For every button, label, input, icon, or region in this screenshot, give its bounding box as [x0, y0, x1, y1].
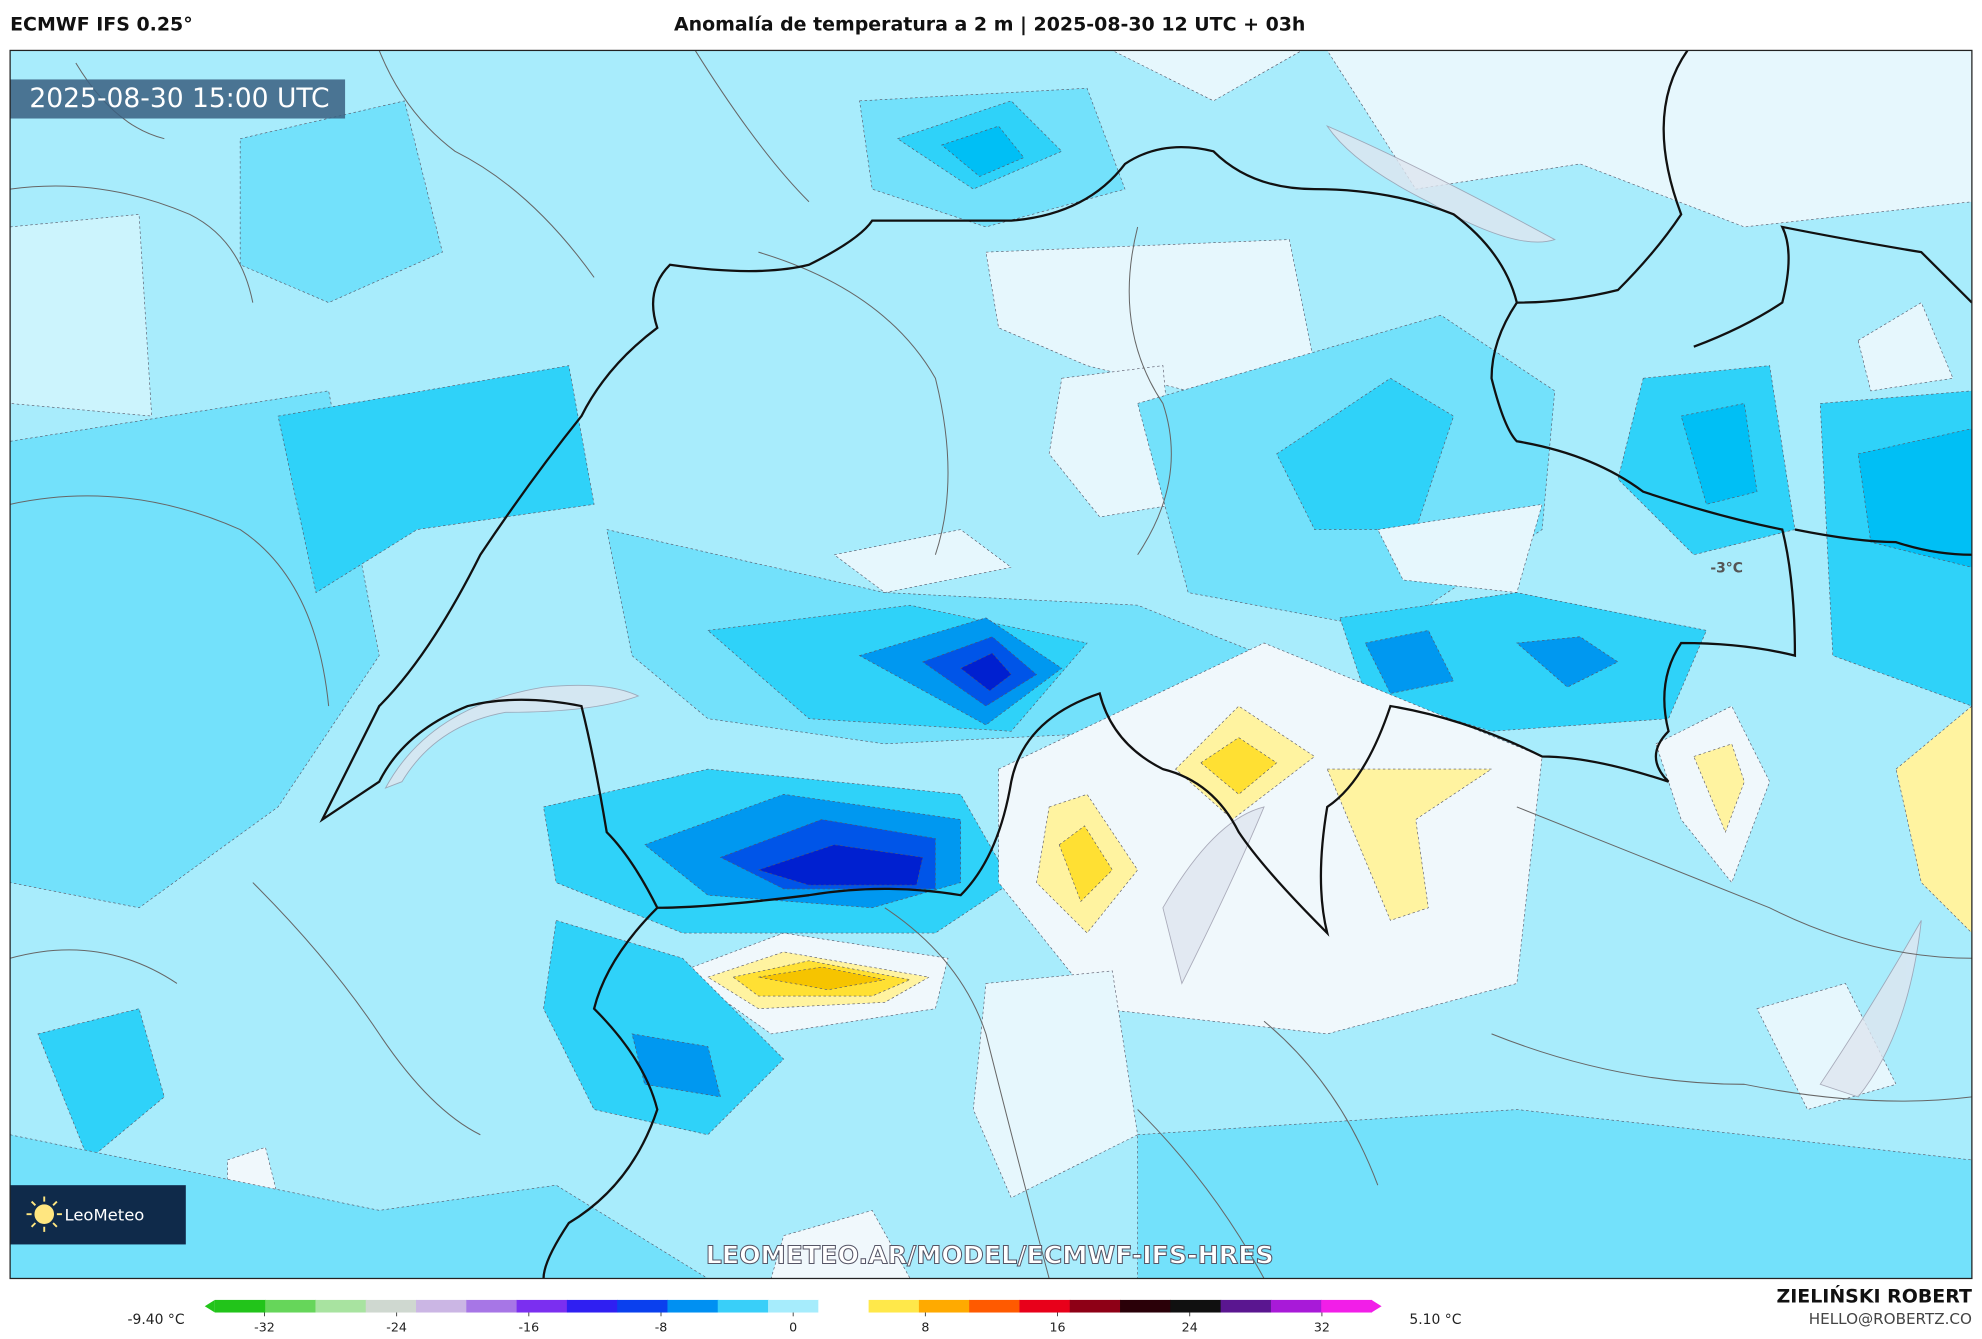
colorbar-segment: [416, 1299, 467, 1313]
lakes: [384, 125, 1922, 1098]
colorbar-tick-label: -16: [518, 1319, 539, 1334]
colorbar-tick-label: 32: [1314, 1319, 1330, 1334]
author-contact: HELLO@ROBERTZ.CO: [1809, 1310, 1972, 1328]
colorbar-segment: [768, 1299, 819, 1313]
colorbar-segment: [265, 1299, 317, 1313]
colorbar-tick-label: 16: [1050, 1319, 1066, 1334]
map: 2025-08-30 15:00 UTC -3°C LEOMETEO.AR/MO…: [10, 50, 1972, 1279]
colorbar-segment: [1069, 1299, 1121, 1313]
point-label: -3°C: [1710, 560, 1743, 576]
logo-text: LeoMeteo: [64, 1206, 144, 1225]
colorbar-segment: [617, 1299, 669, 1313]
colorbar-segment: [566, 1299, 618, 1313]
model-name: ECMWF IFS 0.25°: [10, 13, 193, 35]
colorbar-segment: [1270, 1299, 1322, 1313]
colorbar-segment: [969, 1299, 1021, 1313]
colorbar: -32 -24 -16 -8 0 8 16 24 32: [204, 1299, 1382, 1334]
title: Anomalía de temperatura a 2 m | 2025-08-…: [674, 13, 1305, 35]
timestamp: 2025-08-30 15:00 UTC: [29, 83, 329, 114]
logo-sun: [26, 1196, 62, 1232]
colorbar-segment: [667, 1299, 719, 1313]
colorbar-segment: [918, 1299, 970, 1313]
borders: [10, 50, 1972, 1279]
colorbar-low-end: [204, 1299, 215, 1313]
colorbar-segment: [466, 1299, 518, 1313]
colorbar-tick-label: 0: [789, 1319, 797, 1334]
colorbar-min: -9.40 °C: [128, 1312, 185, 1328]
colorbar-segment: [1220, 1299, 1272, 1313]
colorbar-segment: [1321, 1299, 1373, 1313]
colorbar-segment: [365, 1299, 417, 1313]
map-frame: [9, 49, 1973, 1280]
watermark: LEOMETEO.AR/MODEL/ECMWF-IFS-HRES: [706, 1240, 1274, 1269]
colorbar-tick-label: -8: [655, 1319, 668, 1334]
colorbar-tick-label: -24: [386, 1319, 407, 1334]
anomaly-fields: [10, 50, 1972, 1279]
colorbar-segment: [1019, 1299, 1071, 1313]
colorbar-segment: [818, 1299, 870, 1313]
colorbar-tick-label: 8: [921, 1319, 929, 1334]
colorbar-segment: [315, 1299, 367, 1313]
colorbar-segment: [1170, 1299, 1222, 1313]
colorbar-high-end: [1371, 1299, 1382, 1313]
author-name: ZIELIŃSKI ROBERT: [1776, 1284, 1972, 1307]
colorbar-max: 5.10 °C: [1409, 1312, 1461, 1328]
colorbar-segment: [214, 1299, 266, 1313]
colorbar-segment: [516, 1299, 568, 1313]
colorbar-segment: [717, 1299, 769, 1313]
colorbar-segment: [1120, 1299, 1171, 1313]
colorbar-tick-label: -32: [254, 1319, 275, 1334]
timestamp-box: [10, 79, 346, 119]
colorbar-tick-label: 24: [1182, 1319, 1198, 1334]
colorbar-segment: [868, 1299, 920, 1313]
